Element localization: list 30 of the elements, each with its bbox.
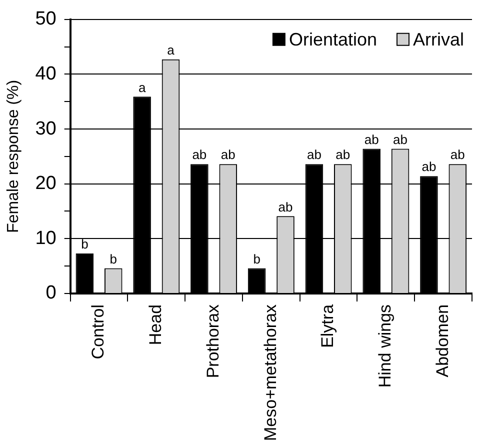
y-tick-label: 40 <box>35 63 56 84</box>
data-label: ab <box>364 132 379 147</box>
y-axis-title: Female response (%) <box>5 80 22 233</box>
data-label: a <box>167 42 176 58</box>
data-label: b <box>253 251 260 266</box>
x-tick-label: Head <box>146 304 166 346</box>
data-label: ab <box>192 147 207 162</box>
data-label: ab <box>220 147 236 162</box>
y-tick-label: 30 <box>35 118 56 140</box>
x-tick-label: Control <box>88 304 108 360</box>
data-label: ab <box>306 147 322 162</box>
data-label: ab <box>393 132 408 147</box>
y-tick-label: 20 <box>35 173 56 194</box>
data-label: b <box>81 236 88 252</box>
y-tick-label: 50 <box>35 8 56 30</box>
data-label: b <box>110 251 117 266</box>
legend-label: Orientation <box>288 29 378 50</box>
data-label: a <box>138 80 146 95</box>
x-tick-label: Meso+metathorax <box>260 304 280 442</box>
data-label: ab <box>336 147 350 162</box>
data-label: ab <box>422 159 436 174</box>
data-label: ab <box>450 147 465 162</box>
data-label: ab <box>278 199 293 214</box>
y-tick-label: 10 <box>35 228 56 249</box>
x-tick-label: Hind wings <box>376 304 395 388</box>
x-tick-label: Abdomen <box>432 304 452 378</box>
y-tick-label: 0 <box>46 282 56 304</box>
x-tick-label: Elytra <box>318 304 338 348</box>
x-tick-label: Prothorax <box>203 304 222 378</box>
legend-label: Arrival <box>412 29 464 50</box>
